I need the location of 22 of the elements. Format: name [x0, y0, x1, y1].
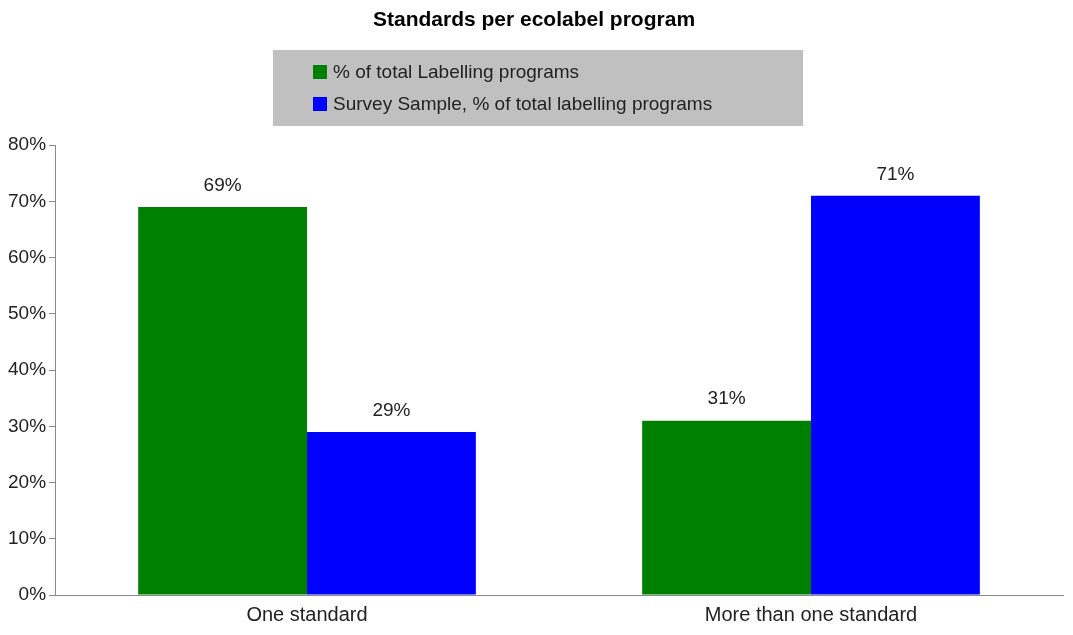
- bar: [811, 195, 980, 595]
- y-tick-label: 70%: [8, 189, 47, 211]
- legend-label: % of total Labelling programs: [333, 61, 580, 83]
- data-label: 69%: [203, 173, 242, 195]
- chart-title: Standards per ecolabel program: [372, 7, 696, 31]
- bar: [642, 420, 812, 595]
- y-tick-label: 50%: [8, 302, 47, 324]
- x-tick-label: One standard: [246, 602, 368, 625]
- y-tick-label: 0%: [18, 583, 47, 605]
- bar: [138, 207, 308, 595]
- data-label: 31%: [707, 387, 746, 409]
- y-tick-label: 10%: [8, 527, 47, 549]
- legend-label: Survey Sample, % of total labelling programs: [333, 93, 713, 115]
- data-label: 71%: [876, 162, 915, 184]
- y-tick-label: 20%: [8, 470, 47, 492]
- y-tick-label: 80%: [8, 133, 47, 155]
- data-label: 29%: [372, 398, 411, 420]
- bar: [307, 431, 476, 595]
- y-tick-label: 40%: [8, 358, 47, 380]
- y-tick-label: 60%: [8, 245, 47, 267]
- y-tick-label: 30%: [8, 414, 47, 436]
- x-tick-label: More than one standard: [704, 602, 918, 625]
